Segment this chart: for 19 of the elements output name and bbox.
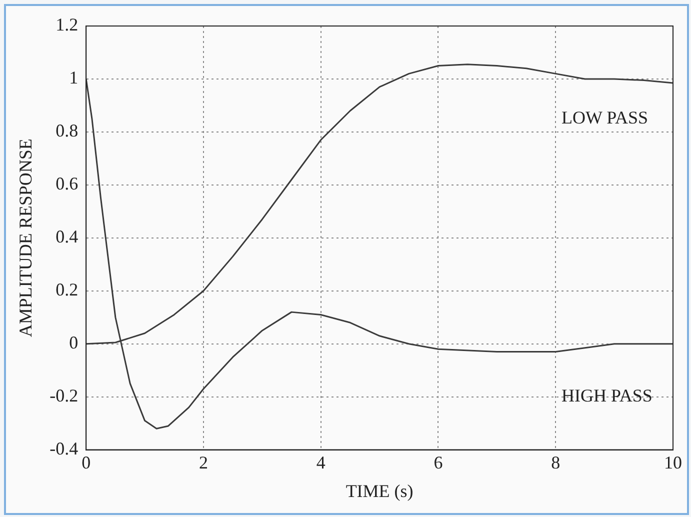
y-tick-label: -0.2 (50, 386, 78, 406)
y-tick-label: 0.4 (56, 226, 78, 247)
y-axis-title: AMPLITUDE RESPONSE (16, 138, 36, 338)
x-tick-label: 8 (551, 452, 560, 472)
x-tick-label: 0 (82, 452, 91, 472)
x-tick-label: 4 (316, 452, 326, 472)
y-tick-label: -0.4 (50, 438, 78, 459)
x-tick-label: 2 (198, 452, 208, 472)
series-label: LOW PASS (561, 107, 648, 128)
y-tick-label: 0.2 (56, 280, 78, 300)
x-axis-title: TIME (s) (346, 480, 414, 501)
y-tick-label: 1 (69, 68, 78, 88)
series-label: HIGH PASS (561, 386, 652, 406)
y-tick-label: 0.6 (56, 174, 78, 194)
x-tick-label: 6 (434, 452, 443, 472)
y-tick-label: 1.2 (56, 14, 78, 35)
x-tick-label: 10 (664, 452, 682, 472)
y-tick-label: 0.8 (56, 120, 78, 141)
y-tick-label: 0 (69, 332, 78, 353)
